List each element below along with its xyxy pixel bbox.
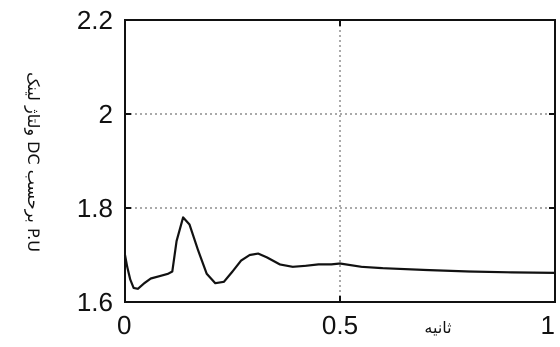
y-axis-label: ولتاژ لینک DC برحسب P.U [23,72,43,252]
series-line [123,216,556,290]
y-tick-label: 1.6 [77,287,113,317]
y-tick-label: 1.8 [77,193,113,223]
x-tick-label: 0 [117,310,131,340]
y-tick-label: 2.2 [77,5,113,35]
x-axis-label: ثانیه [424,318,451,337]
y-tick-label: 2 [99,99,113,129]
axis-ticks: 1.6 1.8 2 2.2 0 0.5 1 [77,5,556,340]
x-tick-label: 1 [541,310,555,340]
grid-lines [125,20,555,302]
x-tick-label: 0.5 [322,310,358,340]
